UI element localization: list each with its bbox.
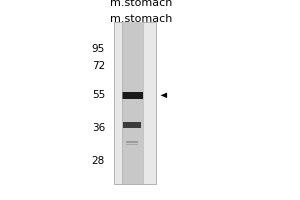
Bar <box>114 22 156 184</box>
Polygon shape <box>160 93 167 98</box>
Text: 36: 36 <box>92 123 105 133</box>
Text: m.stomach: m.stomach <box>110 0 172 8</box>
Text: 28: 28 <box>92 156 105 166</box>
Text: m.stomach: m.stomach <box>110 14 172 24</box>
Bar <box>126 144 138 145</box>
Bar <box>126 141 138 143</box>
Text: 95: 95 <box>92 44 105 54</box>
Bar <box>123 122 141 128</box>
Text: 55: 55 <box>92 90 105 100</box>
Bar <box>122 92 142 99</box>
Text: 72: 72 <box>92 61 105 71</box>
Bar <box>122 22 142 184</box>
